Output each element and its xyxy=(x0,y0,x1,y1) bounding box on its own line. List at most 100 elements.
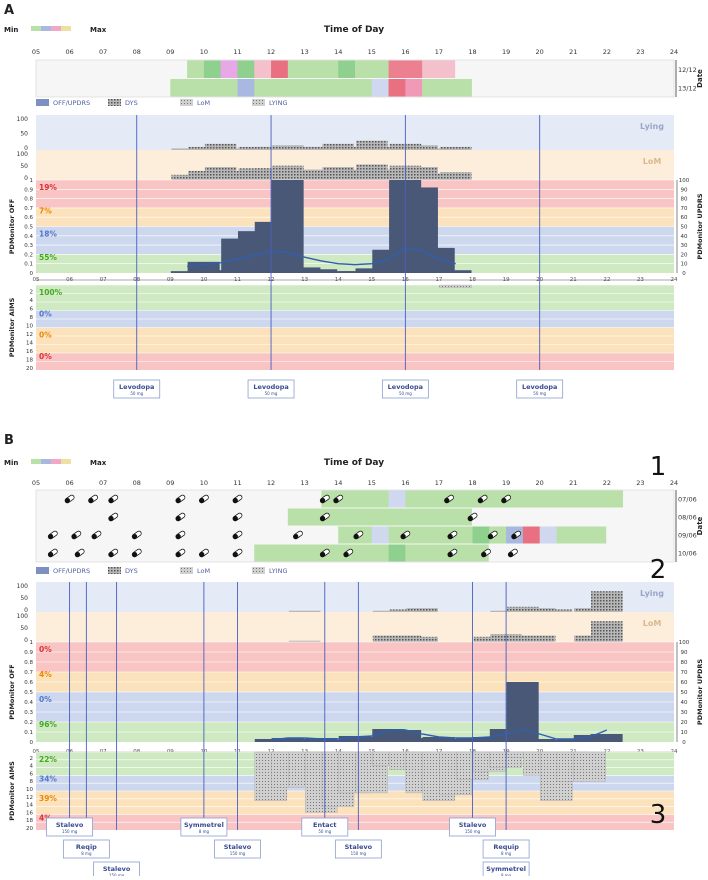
medication-name: Levodopa xyxy=(522,383,557,391)
pill-half xyxy=(199,498,205,503)
pill-half xyxy=(108,552,114,557)
heatmap-cell xyxy=(573,526,607,544)
pill-half xyxy=(333,498,339,503)
aims-band xyxy=(36,302,674,311)
lom-bar xyxy=(221,170,254,180)
series-legend-swatch xyxy=(252,99,265,106)
medication-box xyxy=(180,817,228,837)
aims-bar xyxy=(439,284,472,288)
off-band xyxy=(36,712,674,722)
updrs-tick-label: 70 xyxy=(681,670,688,676)
updrs-tick-label: 0 xyxy=(682,271,686,277)
legend-color-swatch xyxy=(61,459,71,464)
aims-tick-label: 14 xyxy=(26,803,33,809)
aims-percentage: 0% xyxy=(39,331,52,340)
off-bar xyxy=(288,739,321,742)
off-tick-label: 0.9 xyxy=(24,187,33,193)
lying-tick-label: 100 xyxy=(17,116,29,123)
off-tick-label: 1 xyxy=(30,640,34,646)
aims-band xyxy=(36,285,674,294)
off-tick-label: 0.7 xyxy=(24,206,33,212)
off-percentage: 96% xyxy=(39,720,57,729)
series-legend-swatch xyxy=(108,567,121,574)
off-percentage: 0% xyxy=(39,645,52,654)
pill-half xyxy=(468,516,473,521)
updrs-tick-label: 20 xyxy=(681,720,688,726)
pill-half xyxy=(175,534,181,539)
medication-dose: 50 mg xyxy=(318,829,331,834)
medication-name: Requip xyxy=(493,843,519,851)
series-legend-swatch xyxy=(252,567,265,574)
updrs-tick-label: 80 xyxy=(681,660,688,666)
pill-half xyxy=(108,498,114,503)
medication-box xyxy=(381,379,429,399)
pill-half xyxy=(132,552,138,557)
medication-dose: 8 mg xyxy=(81,851,92,856)
off-band xyxy=(36,245,674,255)
x-tick-label: 07 xyxy=(99,48,107,56)
lying-bar xyxy=(523,608,556,612)
off-tick-label: 0.4 xyxy=(24,234,33,240)
heatmap-cell xyxy=(590,490,624,508)
off-bar xyxy=(271,738,304,742)
lying-bar xyxy=(221,148,254,150)
pill-half xyxy=(71,534,77,539)
pill-icon xyxy=(319,512,330,522)
lying-tick-label: 100 xyxy=(17,583,29,590)
off-percentage: 4% xyxy=(39,670,52,679)
off-tick-label: 0.6 xyxy=(24,680,33,686)
updrs-tick-label: 50 xyxy=(681,690,688,696)
off-band xyxy=(36,263,674,273)
x-tick-label: 16 xyxy=(401,48,409,56)
mid-x-tick-label: 23 xyxy=(637,277,644,283)
heatmap-date-label: 09/06 xyxy=(678,532,697,540)
pill-half xyxy=(447,534,453,539)
x-tick-label: 05 xyxy=(32,479,40,487)
off-bar xyxy=(422,247,455,273)
pill-half xyxy=(293,534,299,539)
x-tick-label: 17 xyxy=(435,479,443,487)
pill-half xyxy=(508,552,514,557)
x-tick-label: 23 xyxy=(636,479,644,487)
lying-bar xyxy=(574,608,606,612)
medication-dose: 8 mg xyxy=(501,851,512,856)
pill-half xyxy=(91,534,97,539)
pill-icon xyxy=(293,530,303,540)
aims-band xyxy=(36,814,674,823)
lom-bar xyxy=(389,635,422,642)
updrs-axis-title: PDMonitor UPDRS xyxy=(696,193,704,259)
x-tick-label: 12 xyxy=(267,479,275,487)
pill-icon xyxy=(333,494,344,504)
x-tick-label: 20 xyxy=(536,479,544,487)
pill-icon xyxy=(198,494,209,504)
lying-bar xyxy=(356,140,388,150)
aims-bar xyxy=(573,751,606,782)
lying-bar xyxy=(339,146,371,150)
lom-label: LoM xyxy=(643,619,662,628)
pill-half xyxy=(175,516,181,521)
lying-tick-label: 50 xyxy=(20,131,28,138)
medication-name: Symmetrel xyxy=(486,865,526,873)
medication-dose: 150 mg xyxy=(230,851,246,856)
lom-bar xyxy=(523,635,556,642)
heatmap-date-label: 10/06 xyxy=(678,550,697,558)
x-tick-label: 24 xyxy=(670,48,678,56)
heatmap-date-label: 07/06 xyxy=(678,496,697,504)
off-percentage: 18% xyxy=(39,230,57,239)
x-tick-label: 15 xyxy=(368,479,376,487)
medication-dose: 150 mg xyxy=(465,829,481,834)
medication-dose: 50 mg xyxy=(265,391,278,396)
off-percentage: 0% xyxy=(39,695,52,704)
updrs-tick-label: 50 xyxy=(681,225,688,231)
callout-number: 3 xyxy=(650,800,667,830)
lom-tick-label: 0 xyxy=(24,175,28,182)
heatmap-cell xyxy=(438,508,472,526)
pill-icon xyxy=(131,548,142,558)
pill-icon xyxy=(400,530,411,540)
lying-label: Lying xyxy=(640,589,664,598)
pill-icon xyxy=(108,512,119,522)
pill-half xyxy=(65,498,70,503)
aims-percentage: 100% xyxy=(39,288,63,297)
off-band xyxy=(36,702,674,712)
medication-box xyxy=(482,839,530,859)
